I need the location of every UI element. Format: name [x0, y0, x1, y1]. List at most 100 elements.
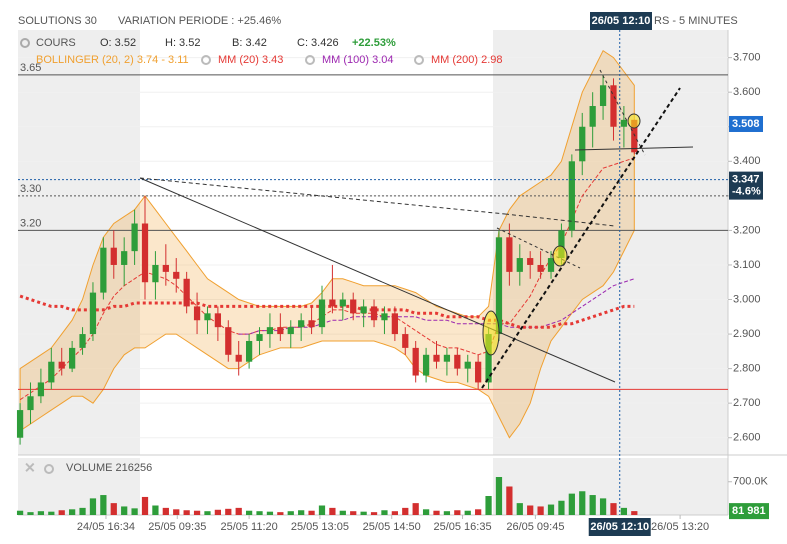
crosshair-time: 26/05 12:10 — [592, 15, 651, 27]
volume-bar — [256, 511, 263, 515]
level-label: 3.20 — [20, 217, 41, 229]
volume-bar — [131, 508, 138, 515]
trend-line — [599, 69, 646, 156]
candle-body — [329, 299, 336, 307]
legend-low: B: 3.42 — [232, 37, 267, 49]
volume-bar — [589, 495, 596, 515]
candle-body — [79, 334, 86, 348]
indicator-label: BOLLINGER (20, 2) 3.74 - 3.11 — [36, 54, 189, 66]
candle-body — [537, 264, 544, 272]
candle-body — [173, 271, 180, 279]
volume-bar — [225, 508, 232, 515]
volume-bar — [193, 510, 201, 515]
x-tick-label: 25/05 13:05 — [291, 521, 349, 533]
volume-bar — [391, 511, 398, 515]
volume-bar — [412, 503, 419, 515]
candle-body — [433, 354, 440, 362]
candle-body — [131, 223, 138, 252]
volume-bar — [183, 510, 190, 515]
volume-bar — [79, 507, 86, 515]
volume-bar — [599, 498, 607, 515]
gear-icon[interactable] — [20, 38, 30, 48]
candle-body — [37, 382, 45, 397]
y-tick-label: 2.900 — [733, 328, 761, 340]
volume-bar — [620, 507, 628, 515]
volume-bar — [527, 505, 534, 515]
candle-body — [454, 354, 461, 369]
candle-body — [204, 313, 211, 321]
volume-bar — [266, 511, 274, 515]
session-bg — [18, 458, 140, 515]
gear-icon[interactable] — [44, 464, 54, 474]
candle-body — [48, 361, 55, 383]
candle-body — [339, 299, 346, 307]
volume-bar — [547, 504, 555, 515]
volume-bar — [27, 512, 34, 515]
volume-bar — [287, 511, 294, 515]
candle-body — [527, 258, 534, 265]
candle-body — [443, 354, 451, 362]
volume-bar — [298, 510, 305, 515]
highlight — [552, 245, 568, 267]
volume-bar — [110, 503, 117, 515]
highlight — [482, 310, 500, 356]
volume-tick-label: 700.0K — [733, 476, 769, 488]
candle-body — [308, 320, 315, 328]
candle-body — [225, 327, 232, 355]
candle-body — [183, 278, 190, 307]
candle-body — [610, 85, 617, 127]
crosshair-box — [588, 518, 651, 536]
volume-bar — [516, 503, 523, 515]
volume-bar — [329, 507, 336, 515]
volume-bar — [350, 511, 357, 515]
legend-close: C: 3.426 — [297, 37, 339, 49]
candle-body — [631, 119, 638, 153]
volume-bar — [443, 511, 451, 515]
volume-bar — [558, 500, 565, 515]
close-icon[interactable]: ✕ — [24, 460, 36, 476]
candle-body — [277, 327, 284, 335]
candle-body — [589, 106, 596, 127]
y-tick-label: 3.700 — [733, 52, 761, 64]
candle-body — [266, 327, 274, 335]
candle-body — [89, 292, 97, 335]
volume-bar — [121, 506, 128, 515]
candle-body — [245, 340, 253, 362]
volume-bar — [537, 506, 544, 515]
candle-body — [256, 334, 263, 341]
volume-bar — [422, 509, 430, 515]
volume-bar — [339, 510, 346, 515]
subtitle: VARIATION PERIODE : +25.46% — [118, 15, 281, 27]
volume-bar — [16, 510, 24, 515]
candle-body — [506, 237, 513, 272]
candle-body — [69, 347, 76, 369]
candle-body — [599, 85, 607, 107]
volume-tag-label: 81 981 — [732, 505, 766, 517]
candle-body — [193, 306, 201, 321]
volume-bar — [69, 509, 76, 515]
candle-body — [516, 258, 523, 272]
volume-bar — [506, 486, 513, 515]
time-box — [590, 12, 652, 30]
volume-bar — [100, 495, 107, 515]
volume-bar — [48, 511, 55, 515]
gear-icon — [414, 55, 424, 65]
candle-body — [558, 230, 565, 259]
crosshair-label: 26/05 12:10 — [590, 521, 649, 533]
volume-label: VOLUME 216256 — [66, 462, 152, 474]
price-tag-label: 3.508 — [732, 118, 760, 130]
indicator-legend: BOLLINGER (20, 2) 3.74 - 3.11 MM (20) 3.4… — [36, 54, 503, 66]
volume-bar — [568, 493, 575, 515]
y-tick-label: 3.000 — [733, 293, 761, 305]
y-tick-label: 3.200 — [733, 224, 761, 236]
x-tick-label: 24/05 16:34 — [77, 521, 135, 533]
volume-bar — [235, 507, 242, 515]
candle-body — [318, 299, 326, 328]
volume-bar — [37, 511, 45, 515]
trend-line — [139, 177, 506, 215]
volume-bar — [152, 505, 159, 515]
indicator-label: MM (200) 2.98 — [431, 54, 503, 66]
x-tick-label: 25/05 16:35 — [433, 521, 491, 533]
volume-bar — [204, 511, 211, 515]
